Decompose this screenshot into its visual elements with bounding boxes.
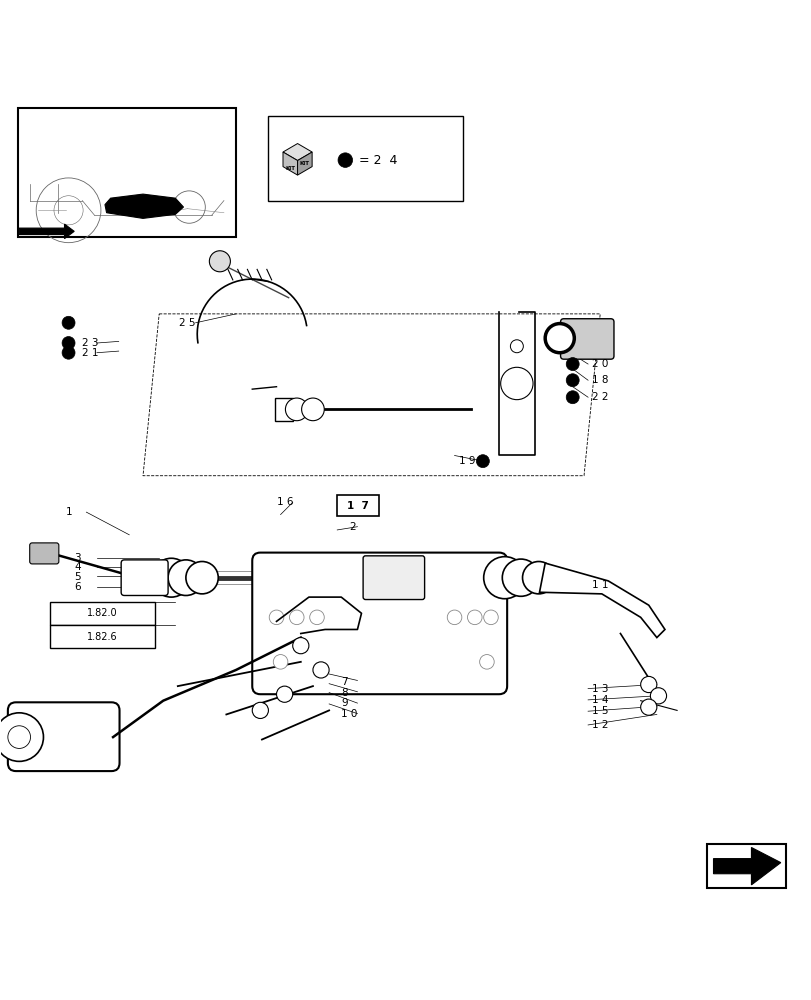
FancyBboxPatch shape [337, 495, 379, 516]
Text: = 2  4: = 2 4 [358, 154, 397, 167]
Polygon shape [297, 152, 311, 175]
Circle shape [640, 676, 656, 693]
Circle shape [168, 560, 204, 595]
Polygon shape [539, 563, 664, 638]
Text: KIT: KIT [285, 166, 295, 171]
FancyBboxPatch shape [8, 702, 119, 771]
FancyBboxPatch shape [121, 560, 168, 595]
Text: 1.82.0: 1.82.0 [87, 608, 118, 618]
Text: 1 2: 1 2 [591, 720, 608, 730]
Circle shape [650, 688, 666, 704]
FancyBboxPatch shape [560, 319, 613, 359]
Circle shape [152, 558, 191, 597]
Text: 1 0: 1 0 [341, 709, 357, 719]
Circle shape [62, 316, 75, 329]
Text: 1 4: 1 4 [591, 695, 608, 705]
Text: 1  7: 1 7 [347, 501, 369, 511]
FancyBboxPatch shape [30, 543, 58, 564]
Text: 1 6: 1 6 [277, 497, 293, 507]
Polygon shape [283, 152, 297, 175]
Circle shape [510, 340, 523, 353]
Circle shape [269, 610, 284, 625]
Circle shape [209, 251, 230, 272]
Circle shape [312, 662, 328, 678]
Circle shape [277, 686, 292, 702]
Text: 8: 8 [341, 688, 347, 698]
Text: 5: 5 [74, 572, 81, 582]
FancyBboxPatch shape [275, 398, 292, 421]
Circle shape [62, 337, 75, 349]
Circle shape [565, 374, 578, 387]
Text: 9: 9 [341, 698, 347, 708]
Polygon shape [713, 847, 780, 885]
Circle shape [186, 562, 218, 594]
FancyBboxPatch shape [363, 556, 424, 600]
Circle shape [467, 610, 482, 625]
Text: 1 9: 1 9 [458, 456, 474, 466]
Circle shape [0, 713, 44, 761]
Circle shape [500, 367, 532, 400]
Polygon shape [283, 144, 311, 161]
Text: 2 5: 2 5 [179, 318, 195, 328]
Polygon shape [105, 194, 183, 218]
Text: 1 1: 1 1 [591, 580, 608, 590]
Circle shape [337, 153, 352, 167]
Circle shape [544, 324, 573, 353]
Text: 2 2: 2 2 [591, 392, 608, 402]
Circle shape [252, 702, 268, 718]
Text: 2 3: 2 3 [82, 338, 99, 348]
Circle shape [479, 655, 494, 669]
Circle shape [640, 699, 656, 715]
Circle shape [522, 562, 554, 594]
Circle shape [309, 610, 324, 625]
Circle shape [483, 610, 498, 625]
Circle shape [8, 726, 31, 748]
Circle shape [483, 557, 525, 599]
Circle shape [292, 638, 308, 654]
Circle shape [289, 610, 303, 625]
Text: 1.82.6: 1.82.6 [87, 632, 118, 642]
Circle shape [502, 559, 539, 596]
FancyBboxPatch shape [50, 602, 155, 625]
Circle shape [285, 398, 307, 421]
FancyBboxPatch shape [706, 844, 785, 888]
Text: 1 5: 1 5 [591, 706, 608, 716]
Text: 2: 2 [349, 522, 355, 532]
FancyBboxPatch shape [50, 625, 155, 648]
Text: 1 8: 1 8 [591, 375, 608, 385]
Text: 2 1: 2 1 [82, 348, 99, 358]
Text: 3: 3 [74, 553, 81, 563]
Polygon shape [19, 224, 74, 239]
Circle shape [565, 391, 578, 404]
Text: 1 3: 1 3 [591, 684, 608, 694]
Text: 6: 6 [74, 582, 81, 592]
Circle shape [565, 358, 578, 371]
Text: 7: 7 [341, 677, 347, 687]
Text: 2 0: 2 0 [591, 359, 607, 369]
Circle shape [301, 398, 324, 421]
Circle shape [476, 455, 489, 468]
Text: 1: 1 [66, 507, 73, 517]
Text: 4: 4 [74, 562, 81, 572]
Text: KIT: KIT [299, 161, 310, 166]
Circle shape [62, 346, 75, 359]
FancyBboxPatch shape [252, 553, 507, 694]
Circle shape [273, 655, 287, 669]
Circle shape [447, 610, 461, 625]
